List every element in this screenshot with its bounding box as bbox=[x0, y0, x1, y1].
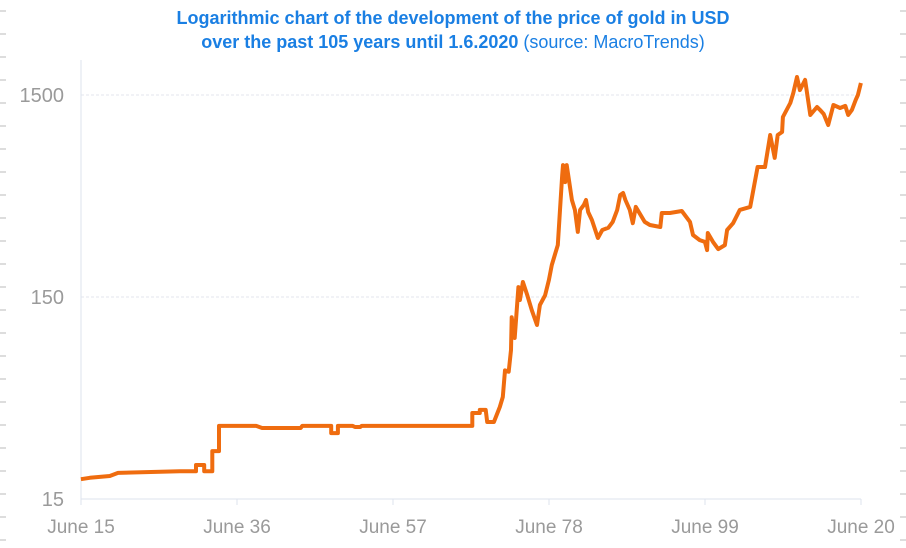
y-tick-labels: 15 150 1500 bbox=[20, 85, 65, 511]
chart-title: Logarithmic chart of the development of … bbox=[0, 6, 906, 54]
x-tick-label: June 15 bbox=[47, 517, 115, 538]
x-tick-label: June 36 bbox=[203, 517, 271, 538]
x-tick-label: June 78 bbox=[515, 517, 583, 538]
title-line-2: over the past 105 years until 1.6.2020 bbox=[201, 32, 519, 52]
title-source: (source: MacroTrends) bbox=[518, 32, 705, 52]
y-tick-label: 15 bbox=[42, 489, 64, 511]
y-tick-label: 150 bbox=[31, 287, 64, 309]
x-tick-label: June 20 bbox=[827, 517, 895, 538]
x-tick-labels: June 15 June 36 June 57 June 78 June 99 June … bbox=[47, 499, 895, 538]
x-tick-label: June 99 bbox=[671, 517, 739, 538]
title-line-1: Logarithmic chart of the development of … bbox=[176, 8, 730, 28]
gold-price-line bbox=[80, 75, 863, 482]
x-tick-label: June 57 bbox=[359, 517, 427, 538]
y-tick-label: 1500 bbox=[20, 85, 65, 107]
edge-tick-marks bbox=[0, 10, 906, 541]
gridlines bbox=[81, 94, 861, 298]
